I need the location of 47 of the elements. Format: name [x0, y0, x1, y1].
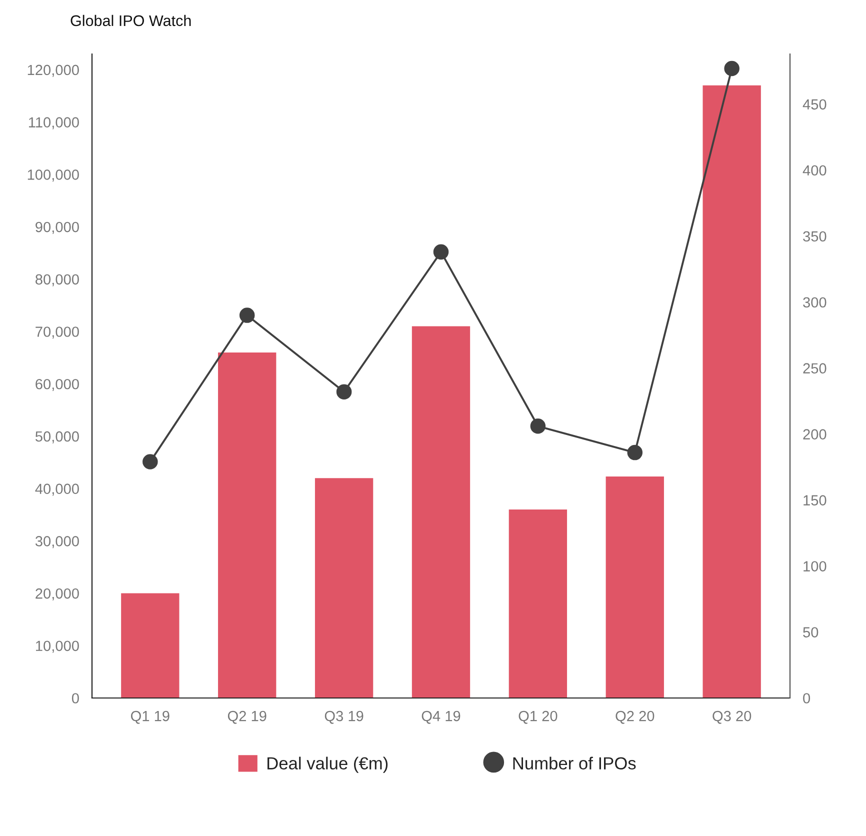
- x-tick-label: Q1 19: [130, 710, 170, 724]
- point: [530, 418, 546, 434]
- y2-tick-label: 450: [802, 99, 826, 110]
- bar: [702, 85, 761, 698]
- y-tick-label: 40,000: [35, 484, 79, 496]
- x-tick-label: Q1 20: [518, 710, 558, 724]
- legend-label: Number of IPOs: [513, 756, 636, 770]
- bar: [314, 478, 374, 698]
- chart-title: Global IPO Watch: [70, 14, 191, 26]
- x-tick-label: Q2 19: [228, 710, 266, 724]
- point: [142, 454, 158, 470]
- bar: [218, 352, 276, 698]
- y2-tick-label: 100: [804, 561, 826, 572]
- y-tick-label: 60,000: [36, 378, 79, 392]
- y-tick-label: 100,000: [28, 170, 79, 182]
- y2-tick-label: 0: [803, 693, 810, 704]
- x-tick-label: Q2 20: [616, 710, 654, 724]
- x-tick-label: Q3 20: [712, 710, 752, 724]
- y-tick-label: 70,000: [36, 326, 79, 339]
- y-tick-label: 50,000: [35, 431, 79, 444]
- y2-tick-label: 150: [804, 495, 826, 506]
- x-tick-label: Q4 19: [422, 710, 460, 724]
- y2-tick-label: 350: [803, 231, 826, 242]
- point: [336, 384, 352, 400]
- bar: [606, 476, 664, 698]
- y2-tick-label: 400: [802, 165, 826, 176]
- bar: [508, 510, 568, 698]
- y2-tick-label: 200: [803, 429, 826, 440]
- y-tick-label: 120,000: [28, 64, 79, 77]
- y2-tick-label: 250: [803, 363, 826, 374]
- x-tick-label: Q3 19: [324, 710, 364, 724]
- y-tick-label: 80,000: [36, 274, 79, 286]
- y2-tick-label: 300: [803, 297, 826, 308]
- y2-tick-label: 50: [803, 627, 818, 638]
- point: [627, 444, 643, 460]
- legend-label: Deal value (€m): [268, 756, 388, 773]
- bar: [121, 593, 180, 698]
- point: [433, 244, 449, 260]
- point: [239, 308, 255, 323]
- y-tick-label: 20,000: [36, 588, 79, 600]
- y-tick-label: 30,000: [35, 536, 79, 548]
- bar: [412, 326, 470, 698]
- point: [724, 60, 740, 76]
- y-tick-label: 10,000: [36, 640, 79, 653]
- y-tick-label: 0: [72, 693, 79, 704]
- y-tick-label: 90,000: [36, 222, 79, 234]
- y-tick-label: 110,000: [28, 117, 79, 130]
